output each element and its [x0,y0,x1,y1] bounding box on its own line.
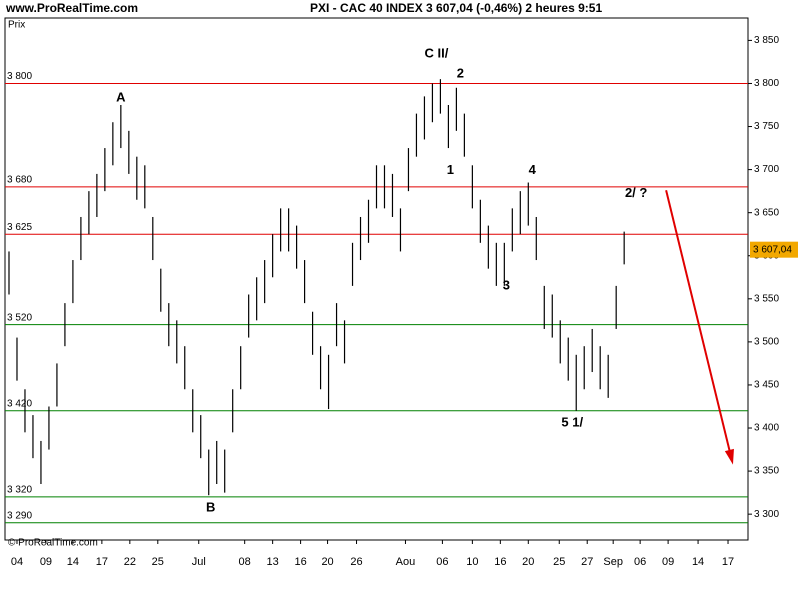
wave-label: 2 [457,65,464,80]
wave-label: A [116,90,126,105]
copyright: © ProRealTime.com [8,538,98,549]
level-label: 3 420 [7,398,32,409]
x-tick-label: 20 [522,556,534,568]
x-tick-label: 25 [553,556,565,568]
wave-label: 3 [503,277,510,292]
y-tick-label: 3 800 [754,78,779,89]
y-axis-label: Prix [8,20,25,31]
x-tick-label: 09 [40,556,52,568]
y-tick-label: 3 650 [754,207,779,218]
wave-label: 2/ ? [625,185,647,200]
x-tick-label: 17 [722,556,734,568]
last-price-tag [750,241,798,258]
y-tick-label: 3 400 [754,423,779,434]
x-tick-label: 06 [634,556,646,568]
wave-label: 1 [447,162,454,177]
y-tick-label: 3 750 [754,121,779,132]
y-tick-label: 3 500 [754,337,779,348]
wave-label: 4 [529,162,537,177]
level-label: 3 320 [7,485,32,496]
y-tick-label: 3 300 [754,509,779,520]
last-price-label: 3 607,04 [753,244,792,255]
y-tick-label: 3 450 [754,380,779,391]
arrow-head [724,448,734,465]
level-label: 3 680 [7,174,32,185]
level-label: 3 290 [7,510,32,521]
x-tick-label: Aou [396,556,416,568]
x-tick-label: 14 [692,556,704,568]
x-tick-label: 04 [11,556,23,568]
x-tick-label: 17 [96,556,108,568]
x-tick-label: 09 [662,556,674,568]
x-tick-label: 16 [294,556,306,568]
wave-label: B [206,500,215,515]
y-tick-label: 3 350 [754,466,779,477]
y-tick-label: 3 700 [754,164,779,175]
site-name: www.ProRealTime.com [5,1,138,15]
chart-title: PXI - CAC 40 INDEX 3 607,04 (-0,46%) 2 h… [310,1,602,15]
x-tick-label: 26 [350,556,362,568]
x-tick-label: 25 [152,556,164,568]
wave-label: 5 1/ [561,414,583,429]
x-tick-label: Sep [603,556,623,568]
wave-label: C II/ [424,46,448,61]
x-tick-label: 27 [581,556,593,568]
level-label: 3 520 [7,312,32,323]
x-tick-label: 14 [67,556,79,568]
plot-frame [4,17,749,541]
y-tick-label: 3 850 [754,35,779,46]
x-tick-label: 22 [124,556,136,568]
x-tick-label: 16 [494,556,506,568]
x-tick-label: 10 [466,556,478,568]
x-tick-label: Jul [192,556,206,568]
x-tick-label: 08 [239,556,251,568]
x-tick-label: 06 [436,556,448,568]
y-tick-label: 3 550 [754,293,779,304]
level-label: 3 625 [7,222,32,233]
x-tick-label: 13 [267,556,279,568]
level-label: 3 800 [7,71,32,82]
x-tick-label: 20 [321,556,333,568]
forecast-arrow [665,190,733,461]
